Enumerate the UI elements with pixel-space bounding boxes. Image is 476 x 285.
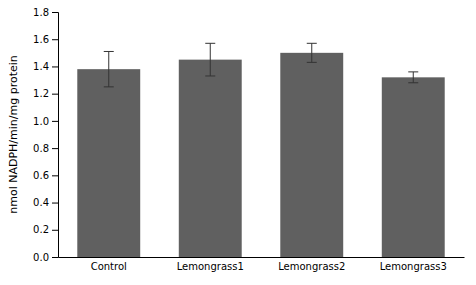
y-tick-label: 1.2 — [33, 88, 49, 99]
y-tick: 0.0 — [33, 252, 58, 263]
x-tick: Lemongrass1 — [177, 261, 244, 272]
y-tick-mark — [52, 39, 58, 40]
y-tick-label: 0.0 — [33, 252, 49, 263]
x-tick-label: Lemongrass3 — [380, 261, 447, 272]
y-tick-mark — [52, 148, 58, 149]
error-bar — [104, 51, 114, 86]
bar — [179, 60, 242, 257]
y-tick-mark — [52, 230, 58, 231]
error-bar — [307, 43, 317, 62]
x-axis: Control Lemongrass1 Lemongrass2 Lemongrass3 — [59, 258, 465, 273]
y-tick-label: 0.6 — [33, 170, 49, 181]
y-tick: 0.4 — [33, 197, 58, 208]
bar — [382, 77, 445, 257]
x-tick: Lemongrass3 — [380, 261, 447, 272]
marks — [77, 43, 444, 257]
y-tick-label: 1.4 — [33, 61, 49, 72]
y-tick-label: 0.4 — [33, 197, 49, 208]
y-tick: 1.2 — [33, 88, 58, 99]
y-tick-label: 1.6 — [33, 34, 49, 45]
x-axis-line — [59, 257, 465, 258]
y-tick-label: 1.8 — [33, 7, 49, 18]
y-tick: 1.6 — [33, 34, 58, 45]
y-tick-mark — [52, 175, 58, 176]
y-tick: 0.8 — [33, 143, 58, 154]
y-tick-mark — [52, 12, 58, 13]
y-axis-line — [52, 13, 59, 258]
y-tick-mark — [52, 66, 58, 67]
x-tick-label: Lemongrass2 — [278, 261, 345, 272]
y-tick-label: 0.2 — [33, 224, 49, 235]
y-tick: 0.6 — [33, 170, 58, 181]
error-bar — [408, 72, 418, 83]
chart: 0.0 0.2 0.4 0.6 0.8 1.0 1.2 1.4 1.6 1.8 Control Lem… — [0, 0, 476, 285]
y-tick-label: 1.0 — [33, 116, 49, 127]
y-axis: 0.0 0.2 0.4 0.6 0.8 1.0 1.2 1.4 1.6 1.8 — [33, 7, 58, 263]
plot-area: 0.0 0.2 0.4 0.6 0.8 1.0 1.2 1.4 1.6 1.8 Control Lem… — [33, 7, 464, 272]
y-tick-mark — [52, 257, 58, 258]
y-tick-mark — [52, 203, 58, 204]
y-tick-mark — [52, 94, 58, 95]
y-tick: 1.4 — [33, 61, 58, 72]
error-bar — [205, 43, 215, 76]
x-tick: Control — [91, 261, 127, 272]
x-tick-label: Lemongrass1 — [177, 261, 244, 272]
y-tick: 1.8 — [33, 7, 58, 18]
y-tick: 0.2 — [33, 224, 58, 235]
x-tick: Lemongrass2 — [278, 261, 345, 272]
y-tick-label: 0.8 — [33, 143, 49, 154]
y-axis-title: nmol NADPH/min/mg protein — [7, 55, 20, 214]
y-tick-mark — [52, 121, 58, 122]
x-tick-label: Control — [91, 261, 127, 272]
y-tick: 1.0 — [33, 116, 58, 127]
bar — [77, 69, 140, 257]
bar — [280, 53, 343, 257]
